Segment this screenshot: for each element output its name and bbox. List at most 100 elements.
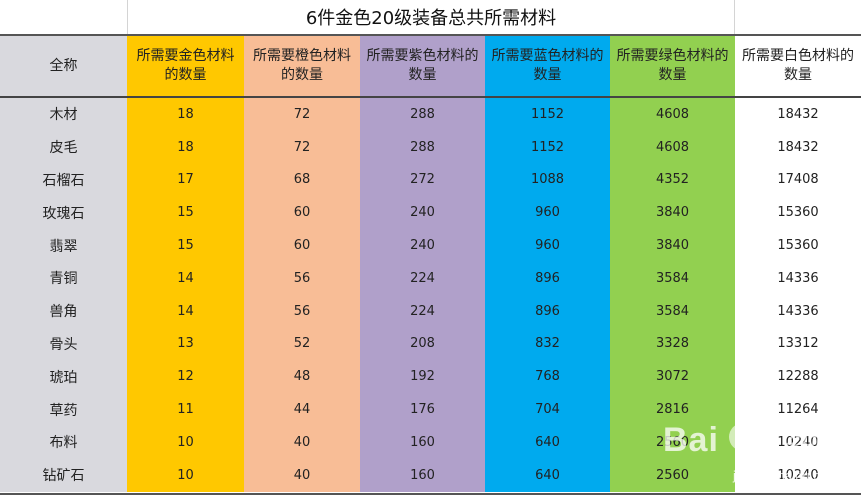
cell-gold[interactable]: 17 — [127, 163, 244, 197]
cell-orange[interactable]: 48 — [244, 360, 360, 394]
cell-gold[interactable]: 14 — [127, 294, 244, 328]
table-row: 兽角 14 56 224 896 3584 14336 — [0, 294, 861, 328]
cell-name[interactable]: 钻矿石 — [0, 458, 127, 492]
cell-white[interactable]: 18432 — [735, 97, 861, 131]
cell-name[interactable]: 骨头 — [0, 327, 127, 361]
cell-name[interactable]: 草药 — [0, 393, 127, 426]
cell-name[interactable]: 兽角 — [0, 294, 127, 328]
cell-purple[interactable]: 240 — [360, 196, 485, 230]
cell-gold[interactable]: 15 — [127, 196, 244, 230]
cell-blue[interactable]: 640 — [485, 458, 610, 492]
cell-gold[interactable]: 18 — [127, 97, 244, 131]
cell-orange[interactable]: 60 — [244, 196, 360, 230]
cell-orange[interactable]: 40 — [244, 425, 360, 459]
title-row-blank-cell[interactable] — [0, 0, 128, 34]
cell-orange[interactable]: 52 — [244, 327, 360, 361]
cell-blue[interactable]: 960 — [485, 229, 610, 262]
cell-white[interactable]: 14336 — [735, 294, 861, 328]
cell-green[interactable]: 3072 — [610, 360, 735, 394]
cell-orange[interactable]: 56 — [244, 261, 360, 295]
cell-purple[interactable]: 224 — [360, 294, 485, 328]
cell-name[interactable]: 琥珀 — [0, 360, 127, 394]
table-row: 草药 11 44 176 704 2816 11264 — [0, 393, 861, 426]
cell-green[interactable]: 3840 — [610, 229, 735, 262]
cell-white[interactable]: 11264 — [735, 393, 861, 426]
cell-purple[interactable]: 160 — [360, 458, 485, 492]
header-name[interactable]: 全称 — [0, 36, 127, 98]
cell-purple[interactable]: 192 — [360, 360, 485, 394]
cell-green[interactable]: 4352 — [610, 163, 735, 197]
cell-orange[interactable]: 72 — [244, 130, 360, 164]
cell-blue[interactable]: 832 — [485, 327, 610, 361]
cell-white[interactable]: 17408 — [735, 163, 861, 197]
cell-gold[interactable]: 11 — [127, 393, 244, 426]
cell-name[interactable]: 木材 — [0, 97, 127, 131]
cell-orange[interactable]: 56 — [244, 294, 360, 328]
cell-green[interactable]: 2816 — [610, 393, 735, 426]
cell-name[interactable]: 翡翠 — [0, 229, 127, 262]
cell-blue[interactable]: 896 — [485, 294, 610, 328]
cell-gold[interactable]: 10 — [127, 425, 244, 459]
header-orange[interactable]: 所需要橙色材料的数量 — [244, 36, 360, 98]
cell-white[interactable]: 15360 — [735, 229, 861, 262]
cell-name[interactable]: 皮毛 — [0, 130, 127, 164]
cell-gold[interactable]: 18 — [127, 130, 244, 164]
cell-blue[interactable]: 896 — [485, 261, 610, 295]
cell-purple[interactable]: 176 — [360, 393, 485, 426]
cell-blue[interactable]: 768 — [485, 360, 610, 394]
cell-white[interactable]: 18432 — [735, 130, 861, 164]
cell-green[interactable]: 3584 — [610, 261, 735, 295]
cell-blue[interactable]: 960 — [485, 196, 610, 230]
cell-orange[interactable]: 40 — [244, 458, 360, 492]
header-row: 全称 所需要金色材料的数量 所需要橙色材料的数量 所需要紫色材料的数量 所需要蓝… — [0, 36, 861, 98]
cell-gold[interactable]: 14 — [127, 261, 244, 295]
cell-blue[interactable]: 640 — [485, 425, 610, 459]
cell-blue[interactable]: 1152 — [485, 130, 610, 164]
cell-blue[interactable]: 1088 — [485, 163, 610, 197]
cell-name[interactable]: 青铜 — [0, 261, 127, 295]
header-blue[interactable]: 所需要蓝色材料的数量 — [485, 36, 610, 98]
cell-purple[interactable]: 160 — [360, 425, 485, 459]
cell-green[interactable]: 3328 — [610, 327, 735, 361]
cell-gold[interactable]: 13 — [127, 327, 244, 361]
header-white[interactable]: 所需要白色材料的数量 — [735, 36, 861, 98]
header-top-border — [0, 34, 861, 36]
cell-gold[interactable]: 15 — [127, 229, 244, 262]
cell-name[interactable]: 玫瑰石 — [0, 196, 127, 230]
cell-gold[interactable]: 12 — [127, 360, 244, 394]
cell-green[interactable]: 2560 — [610, 458, 735, 492]
cell-white[interactable]: 12288 — [735, 360, 861, 394]
cell-orange[interactable]: 60 — [244, 229, 360, 262]
cell-purple[interactable]: 272 — [360, 163, 485, 197]
cell-green[interactable]: 4608 — [610, 130, 735, 164]
cell-white[interactable]: 10240 — [735, 425, 861, 459]
cell-purple[interactable]: 224 — [360, 261, 485, 295]
cell-green[interactable]: 2560 — [610, 425, 735, 459]
cell-purple[interactable]: 288 — [360, 130, 485, 164]
cell-purple[interactable]: 240 — [360, 229, 485, 262]
header-green[interactable]: 所需要绿色材料的数量 — [610, 36, 735, 98]
cell-white[interactable]: 14336 — [735, 261, 861, 295]
cell-green[interactable]: 3584 — [610, 294, 735, 328]
cell-orange[interactable]: 44 — [244, 393, 360, 426]
header-gold[interactable]: 所需要金色材料的数量 — [127, 36, 244, 98]
cell-orange[interactable]: 72 — [244, 97, 360, 131]
table-row: 青铜 14 56 224 896 3584 14336 — [0, 261, 861, 295]
cell-white[interactable]: 10240 — [735, 458, 861, 492]
cell-blue[interactable]: 704 — [485, 393, 610, 426]
cell-blue[interactable]: 1152 — [485, 97, 610, 131]
header-purple[interactable]: 所需要紫色材料的数量 — [360, 36, 485, 98]
cell-green[interactable]: 3840 — [610, 196, 735, 230]
cell-green[interactable]: 4608 — [610, 97, 735, 131]
cell-orange[interactable]: 68 — [244, 163, 360, 197]
cell-purple[interactable]: 208 — [360, 327, 485, 361]
cell-white[interactable]: 13312 — [735, 327, 861, 361]
cell-white[interactable]: 15360 — [735, 196, 861, 230]
table-row: 木材 18 72 288 1152 4608 18432 — [0, 97, 861, 131]
sheet-title[interactable]: 6件金色20级装备总共所需材料 — [128, 0, 735, 34]
cell-gold[interactable]: 10 — [127, 458, 244, 492]
cell-name[interactable]: 石榴石 — [0, 163, 127, 197]
cell-purple[interactable]: 288 — [360, 97, 485, 131]
cell-name[interactable]: 布料 — [0, 425, 127, 459]
